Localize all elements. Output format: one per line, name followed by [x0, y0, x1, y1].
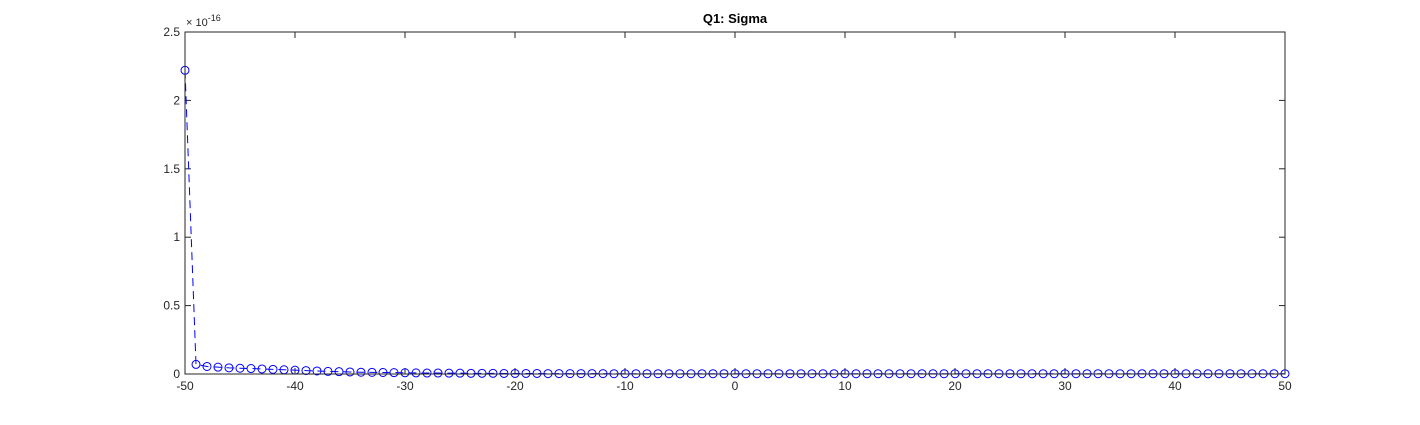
data-point [499, 368, 509, 378]
data-point [334, 367, 344, 377]
y-tick-label: 2.5 [163, 25, 180, 39]
data-point [400, 368, 410, 378]
x-tick-label: 30 [1058, 379, 1072, 393]
y-tick-label: 0 [173, 367, 180, 381]
data-point [389, 368, 399, 378]
data-point [477, 368, 487, 378]
data-point [444, 368, 454, 378]
y-exponent-label: × 10-16 [186, 13, 221, 29]
x-tick-label: -10 [616, 379, 634, 393]
y-tick-label: 0.5 [163, 299, 180, 313]
data-point [532, 368, 542, 378]
data-point [323, 366, 333, 376]
y-tick-label: 2 [173, 93, 180, 107]
data-point [345, 367, 355, 377]
data-point [422, 368, 432, 378]
data-point [257, 364, 267, 374]
data-point [312, 366, 322, 376]
data-point [356, 367, 366, 377]
chart-title: Q1: Sigma [703, 11, 768, 26]
data-point [521, 368, 531, 378]
data-point [411, 368, 421, 378]
y-tick-label: 1 [173, 230, 180, 244]
x-tick-label: 50 [1278, 379, 1292, 393]
data-point [191, 359, 201, 369]
x-tick-label: 0 [732, 379, 739, 393]
y-tick-label: 1.5 [163, 162, 180, 176]
data-point [246, 364, 256, 374]
data-point [455, 368, 465, 378]
data-point [202, 361, 212, 371]
data-point [466, 368, 476, 378]
axes-box [184, 31, 1286, 375]
data-point [367, 367, 377, 377]
data-point [224, 363, 234, 373]
data-point [488, 368, 498, 378]
x-tick-label: -30 [396, 379, 414, 393]
x-tick-label: 40 [1168, 379, 1182, 393]
x-tick-label: -40 [286, 379, 304, 393]
x-tick-label: 10 [838, 379, 852, 393]
data-point [213, 362, 223, 372]
data-point [301, 366, 311, 376]
y-exponent-base: × 10 [186, 17, 208, 29]
x-tick-label: -20 [506, 379, 524, 393]
data-point [378, 367, 388, 377]
data-point [510, 368, 520, 378]
plot-area [185, 32, 1285, 374]
data-point [235, 363, 245, 373]
y-exponent-power: -16 [208, 13, 221, 23]
data-point [433, 368, 443, 378]
x-tick-label: 20 [948, 379, 962, 393]
x-tick-label: -50 [176, 379, 194, 393]
data-point [268, 364, 278, 374]
axes-layer: -50 -40 -30 -20 -10 0 10 20 30 40 50 0 0.5 1 1.5 2 2.5 [163, 25, 1292, 393]
